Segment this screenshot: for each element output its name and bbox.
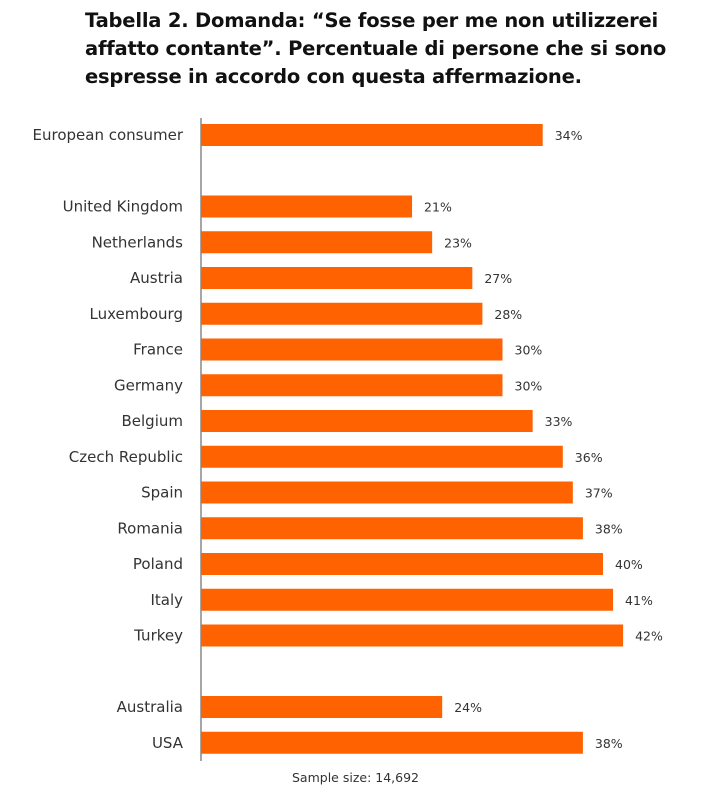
bar: [201, 696, 443, 718]
category-label: Spain: [141, 484, 183, 502]
value-label: 33%: [545, 414, 573, 429]
bar: [201, 410, 533, 432]
category-label: France: [133, 341, 183, 359]
category-label: Turkey: [133, 627, 183, 645]
bar: [201, 302, 483, 325]
value-label: 30%: [515, 378, 543, 393]
category-label: Czech Republic: [69, 448, 183, 466]
value-label: 40%: [615, 557, 643, 572]
category-label: Luxembourg: [90, 305, 184, 323]
category-label: United Kingdom: [63, 198, 183, 216]
category-label: USA: [152, 734, 184, 752]
value-label: 27%: [484, 271, 512, 286]
category-label: Austria: [130, 269, 183, 287]
category-label: Belgium: [122, 412, 184, 430]
value-label: 36%: [575, 450, 603, 465]
category-label: Romania: [117, 519, 183, 537]
category-label: Italy: [150, 591, 183, 609]
value-label: 30%: [515, 343, 543, 358]
category-label: Germany: [114, 376, 183, 394]
value-label: 38%: [595, 736, 623, 751]
bar: [201, 624, 624, 647]
bar: [201, 731, 583, 754]
value-label: 37%: [585, 486, 613, 501]
value-label: 23%: [444, 235, 472, 250]
bar: [201, 481, 573, 504]
bar: [201, 267, 473, 289]
bar: [201, 338, 503, 361]
bar: [201, 517, 583, 540]
value-label: 21%: [424, 200, 452, 215]
value-label: 42%: [635, 629, 663, 644]
category-label: Netherlands: [92, 233, 184, 251]
bar: [201, 445, 563, 468]
value-label: 38%: [595, 521, 623, 536]
bar: [201, 588, 614, 611]
chart-title: Tabella 2. Domanda: “Se fosse per me non…: [85, 9, 667, 88]
bar: [201, 231, 433, 254]
bar: [201, 195, 413, 218]
bar: [201, 374, 503, 397]
value-label: 34%: [555, 128, 583, 143]
bar: [201, 553, 603, 575]
footnote-sample-size: Sample size: 14,692: [292, 770, 419, 785]
value-label: 28%: [494, 307, 522, 322]
value-label: 24%: [454, 700, 482, 715]
category-label: European consumer: [33, 126, 184, 144]
category-label: Poland: [133, 555, 183, 573]
value-label: 41%: [625, 593, 653, 608]
bar: [201, 124, 543, 146]
category-label: Australia: [117, 698, 183, 716]
